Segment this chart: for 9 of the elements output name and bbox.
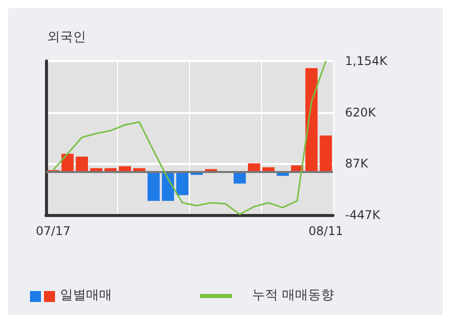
legend-label: 누적 매매동향 — [252, 288, 334, 303]
x-tick-label: 07/17 — [36, 224, 70, 238]
x-tick-label: 08/11 — [308, 224, 344, 238]
legend-label: 일별매매 — [60, 288, 112, 303]
chart-title: 외국인 — [47, 30, 86, 45]
y-tick-label: -447K — [345, 208, 382, 222]
y-tick-label: 1,154K — [345, 54, 388, 68]
y-tick-label: 620K — [345, 105, 377, 120]
y-tick-label: 87K — [345, 156, 370, 171]
